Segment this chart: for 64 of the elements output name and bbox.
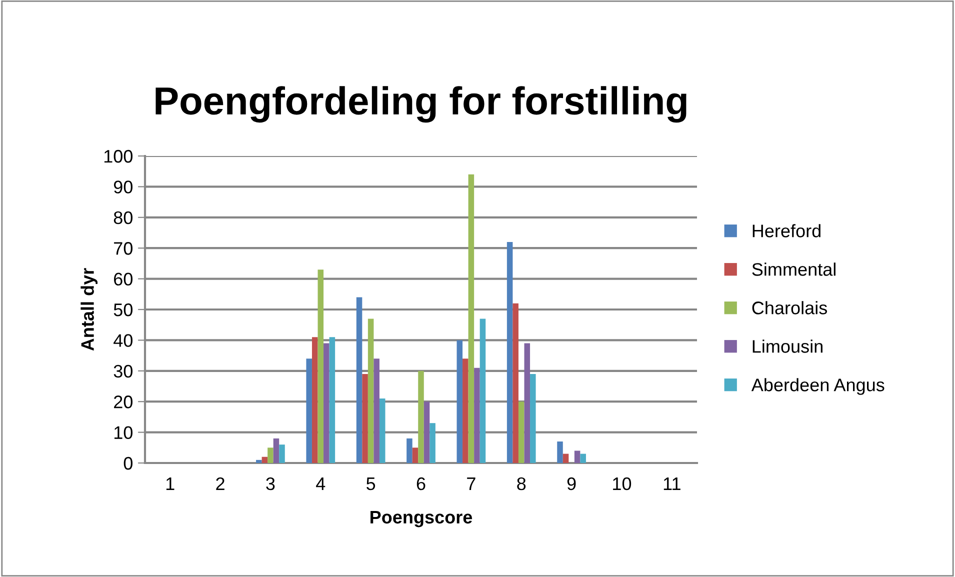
y-tick-label: 20	[114, 396, 132, 408]
x-tick-label: 3	[266, 477, 275, 490]
bar	[412, 448, 418, 463]
bar	[368, 318, 374, 463]
bar	[518, 402, 524, 463]
y-tick-label: 50	[114, 303, 132, 316]
bar	[474, 368, 480, 463]
bar	[273, 438, 280, 463]
y-tick-label: 60	[114, 272, 132, 286]
y-tick-label: 100	[104, 150, 132, 163]
x-tick-label: 10	[613, 477, 632, 490]
y-tick-label: 70	[114, 242, 132, 255]
bar	[456, 340, 463, 463]
bar	[524, 343, 530, 463]
bar	[468, 174, 474, 463]
bar	[574, 450, 580, 463]
bar	[262, 456, 268, 463]
bar	[318, 270, 324, 463]
bar	[324, 343, 330, 463]
x-axis-title: Poengscore	[370, 510, 472, 528]
chart-title: Poengfordeling for forstilling	[156, 86, 686, 123]
bar	[530, 374, 536, 463]
bar	[562, 454, 569, 463]
y-tick-label: 30	[114, 364, 132, 378]
x-tick-label: 11	[664, 478, 680, 490]
bar	[512, 303, 518, 463]
x-tick-label: 2	[216, 477, 224, 490]
bar	[480, 318, 486, 463]
y-tick-label: 10	[114, 426, 132, 440]
legend-label: Simmental	[752, 262, 836, 276]
bar	[379, 398, 386, 463]
bar	[418, 370, 424, 463]
bar	[406, 438, 412, 463]
legend-label: Charolais	[752, 301, 827, 314]
bar	[430, 423, 436, 463]
bar	[362, 374, 368, 463]
legend-label: Hereford	[752, 224, 820, 238]
bar	[580, 454, 586, 463]
bar	[312, 337, 318, 463]
y-tick-label: 90	[114, 180, 132, 194]
y-tick-label: 80	[114, 211, 132, 224]
bar	[356, 297, 362, 463]
bar	[268, 448, 274, 463]
y-axis-title: Antall dyr	[80, 268, 98, 351]
x-tick-label: 9	[567, 477, 576, 490]
bar	[329, 337, 336, 463]
y-tick-label: 40	[114, 334, 132, 347]
x-tick-label: 6	[416, 477, 426, 490]
bar	[506, 242, 513, 463]
bar	[557, 442, 563, 463]
bar	[462, 358, 468, 463]
legend-label: Limousin	[752, 340, 822, 353]
legend-label: Aberdeen Angus	[751, 378, 884, 395]
bar	[306, 358, 312, 463]
x-tick-label: 4	[316, 478, 326, 490]
x-tick-label: 7	[467, 478, 476, 490]
x-tick-label: 5	[366, 478, 376, 490]
bar	[424, 402, 430, 463]
bar	[256, 460, 262, 463]
x-tick-label: 1	[166, 478, 174, 490]
bar	[279, 444, 285, 463]
y-tick-label: 0	[124, 456, 132, 470]
x-tick-label: 8	[517, 477, 526, 490]
bar	[374, 358, 380, 463]
